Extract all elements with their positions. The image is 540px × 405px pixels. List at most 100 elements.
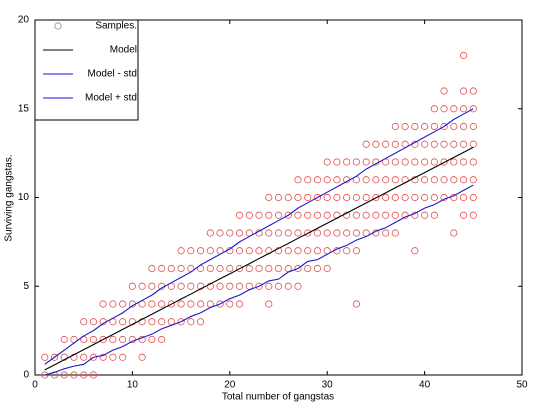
sample-point bbox=[304, 193, 312, 202]
sample-point bbox=[411, 193, 419, 202]
sample-point bbox=[372, 193, 380, 202]
sample-point bbox=[119, 353, 127, 361]
series-line bbox=[44, 184, 474, 376]
sample-point bbox=[401, 158, 409, 166]
sample-point bbox=[294, 282, 302, 290]
sample-point bbox=[391, 176, 399, 184]
sample-point bbox=[333, 176, 341, 184]
sample-point bbox=[420, 140, 429, 148]
sample-point bbox=[352, 211, 361, 219]
sample-point bbox=[469, 158, 477, 166]
sample-point bbox=[362, 193, 370, 202]
sample-point bbox=[167, 300, 175, 308]
sample-point bbox=[333, 158, 341, 166]
sample-point bbox=[333, 229, 341, 237]
sample-point bbox=[459, 193, 468, 202]
sample-point bbox=[469, 193, 477, 202]
sample-point bbox=[128, 282, 136, 290]
sample-point bbox=[148, 282, 156, 290]
sample-point bbox=[440, 105, 448, 113]
sample-point bbox=[411, 247, 419, 255]
sample-point bbox=[401, 122, 409, 131]
sample-point bbox=[382, 211, 390, 219]
sample-point bbox=[430, 140, 438, 148]
sample-point bbox=[255, 247, 263, 255]
legend-label: Model + std bbox=[85, 93, 137, 104]
y-tick-label: 0 bbox=[23, 370, 29, 381]
sample-point bbox=[119, 318, 127, 326]
sample-point bbox=[333, 193, 341, 202]
sample-point bbox=[372, 176, 380, 184]
sample-point bbox=[284, 229, 292, 237]
sample-point bbox=[450, 193, 458, 202]
sample-point bbox=[294, 176, 302, 184]
sample-point bbox=[167, 264, 175, 273]
sample-point bbox=[430, 211, 438, 219]
sample-point bbox=[148, 318, 156, 326]
legend-label: Model - std bbox=[88, 69, 137, 80]
sample-point bbox=[245, 211, 253, 219]
sample-point bbox=[430, 176, 438, 184]
sample-point bbox=[265, 264, 273, 273]
x-tick-label: 30 bbox=[322, 380, 334, 391]
sample-point bbox=[401, 211, 409, 219]
sample-point bbox=[362, 140, 370, 148]
sample-point bbox=[382, 193, 390, 202]
sample-point bbox=[89, 335, 98, 344]
sample-point bbox=[89, 371, 98, 379]
sample-point bbox=[99, 353, 107, 361]
sample-point bbox=[245, 247, 253, 255]
sample-point bbox=[235, 229, 244, 237]
sample-point bbox=[430, 193, 438, 202]
sample-point bbox=[245, 264, 253, 273]
sample-point bbox=[109, 353, 117, 361]
sample-point bbox=[459, 87, 468, 95]
sample-point bbox=[109, 300, 117, 308]
sample-point bbox=[323, 158, 331, 166]
sample-point bbox=[323, 229, 331, 237]
sample-point bbox=[138, 353, 146, 361]
sample-point bbox=[138, 282, 146, 290]
legend-marker bbox=[54, 22, 62, 30]
sample-point bbox=[99, 335, 107, 344]
series-line bbox=[44, 108, 474, 365]
x-tick-label: 20 bbox=[224, 380, 236, 391]
sample-point bbox=[440, 87, 448, 95]
sample-point bbox=[41, 353, 49, 361]
x-axis-label: Total number of gangstas bbox=[222, 392, 334, 403]
sample-point bbox=[138, 318, 146, 326]
sample-point bbox=[382, 176, 390, 184]
sample-point bbox=[294, 211, 302, 219]
sample-point bbox=[235, 264, 244, 273]
sample-point bbox=[216, 300, 224, 308]
sample-point bbox=[119, 300, 127, 308]
sample-point bbox=[187, 300, 195, 308]
sample-point bbox=[459, 158, 468, 166]
sample-point bbox=[352, 158, 361, 166]
sample-point bbox=[187, 282, 195, 290]
sample-point bbox=[158, 335, 166, 344]
sample-point bbox=[430, 158, 438, 166]
sample-point bbox=[352, 247, 361, 255]
sample-point bbox=[420, 122, 429, 131]
sample-point bbox=[158, 264, 166, 273]
sample-point bbox=[450, 229, 458, 237]
sample-point bbox=[255, 211, 263, 219]
sample-point bbox=[323, 193, 331, 202]
sample-point bbox=[265, 229, 273, 237]
sample-point bbox=[440, 176, 448, 184]
sample-point bbox=[420, 158, 429, 166]
sample-point bbox=[284, 247, 292, 255]
sample-point bbox=[148, 335, 156, 344]
sample-point bbox=[450, 176, 458, 184]
sample-point bbox=[265, 282, 273, 290]
sample-point bbox=[60, 353, 68, 361]
sample-point bbox=[284, 211, 292, 219]
sample-point bbox=[128, 335, 136, 344]
sample-point bbox=[235, 211, 244, 219]
sample-point bbox=[206, 229, 214, 237]
sample-point bbox=[177, 300, 185, 308]
sample-point bbox=[196, 247, 205, 255]
sample-point bbox=[148, 300, 156, 308]
